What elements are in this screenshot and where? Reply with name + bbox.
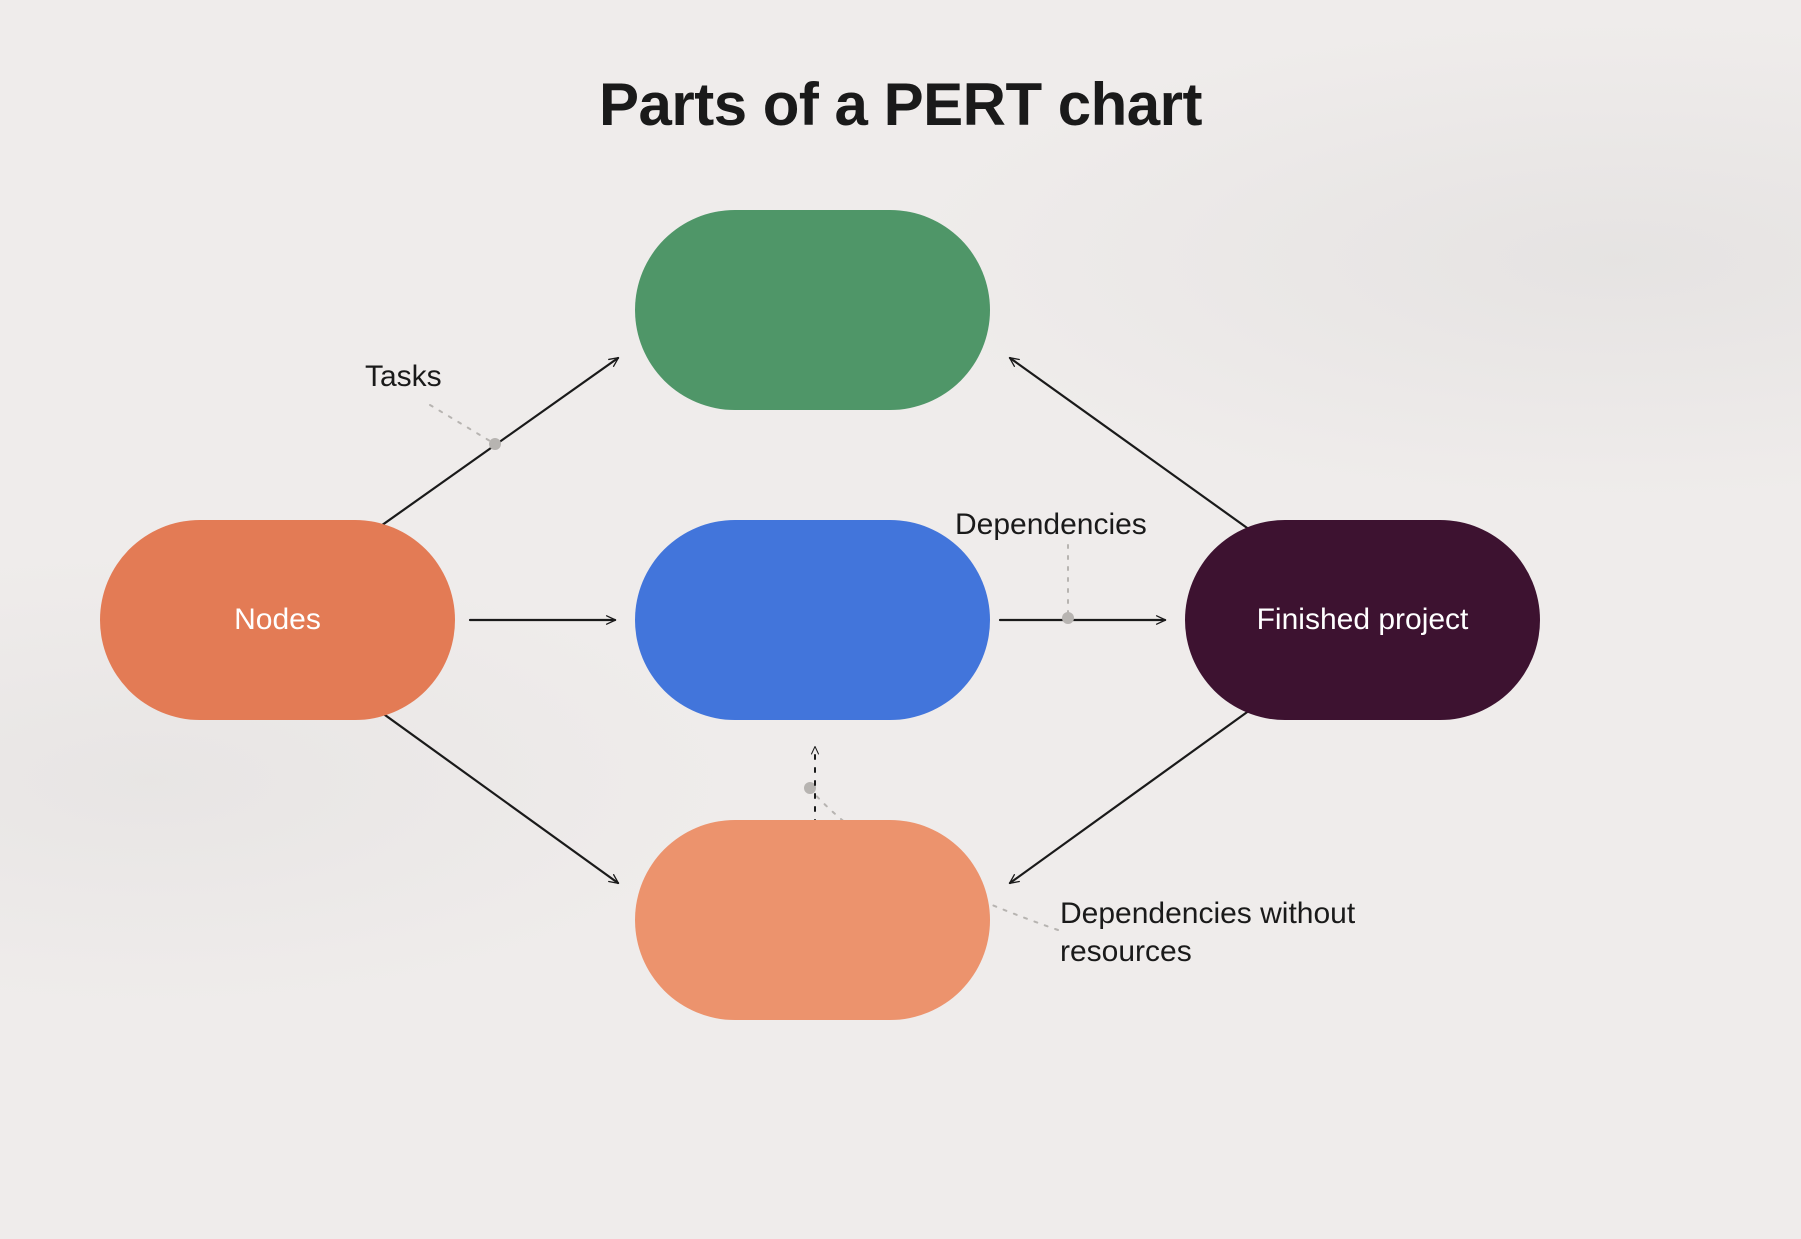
node-label: Nodes [234, 601, 321, 639]
node-label: Finished project [1257, 601, 1469, 639]
annotation-deps-label: Dependencies [955, 508, 1147, 542]
node-end: Finished project [1185, 520, 1540, 720]
annotation-tasks-label: Tasks [365, 360, 442, 394]
diagram-canvas: Parts of a PERT chart Nodes Finished pro… [0, 0, 1801, 1239]
node-bottom [635, 820, 990, 1020]
node-middle [635, 520, 990, 720]
node-start: Nodes [100, 520, 455, 720]
diagram-title: Parts of a PERT chart [599, 70, 1202, 139]
annotation-deps-no-res-label: Dependencies without resources [1060, 895, 1360, 970]
node-top [635, 210, 990, 410]
